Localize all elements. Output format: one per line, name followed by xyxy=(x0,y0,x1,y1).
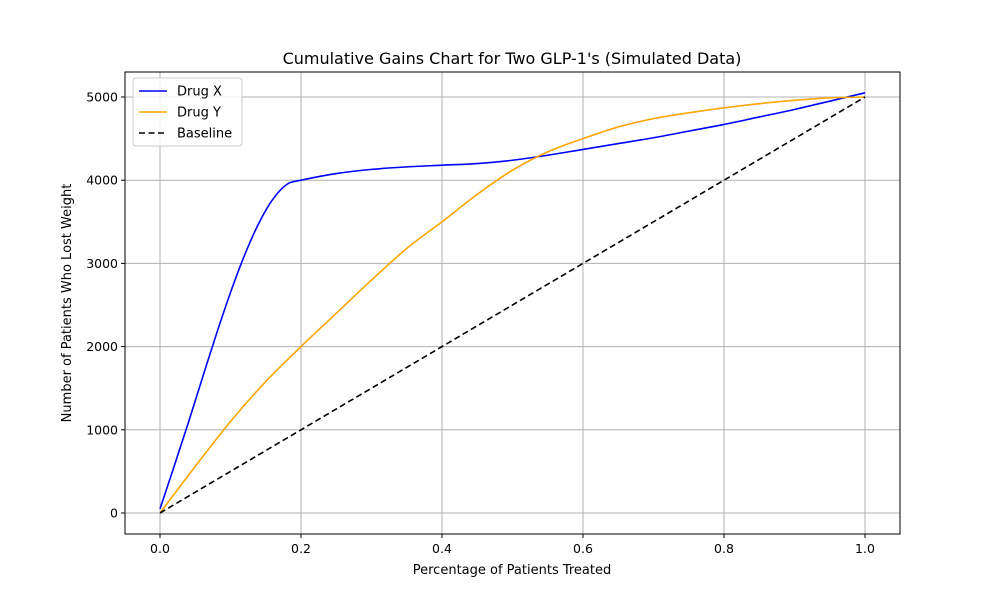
legend-label: Drug Y xyxy=(177,106,221,121)
y-tick-label: 2000 xyxy=(86,339,118,354)
y-tick-label: 1000 xyxy=(86,422,118,437)
plot-area xyxy=(159,92,866,514)
x-tick-label: 0.4 xyxy=(432,541,452,556)
x-tick-label: 0.2 xyxy=(291,541,311,556)
legend-label: Baseline xyxy=(177,127,232,142)
legend-box xyxy=(132,77,243,147)
y-axis-ticks: 0 1000 2000 3000 4000 5000 xyxy=(86,90,125,521)
y-axis-label: Number of Patients Who Lost Weight xyxy=(60,184,75,423)
chart-title: Cumulative Gains Chart for Two GLP-1's (… xyxy=(283,49,742,68)
legend-label: Drug X xyxy=(177,85,222,100)
y-tick-label: 3000 xyxy=(86,256,118,271)
x-tick-label: 1.0 xyxy=(855,541,875,556)
axes-frame xyxy=(124,71,901,535)
drug-x-line xyxy=(159,92,866,510)
y-tick-label: 4000 xyxy=(86,173,118,188)
drug-y-line xyxy=(159,96,866,514)
legend: Drug X Drug Y Baseline xyxy=(132,77,243,147)
x-tick-label: 0.6 xyxy=(573,541,593,556)
y-tick-label: 5000 xyxy=(86,90,118,105)
baseline-line xyxy=(159,96,866,514)
x-tick-label: 0.0 xyxy=(150,541,170,556)
x-axis-ticks: 0.0 0.2 0.4 0.6 0.8 1.0 xyxy=(150,534,875,556)
x-axis-label: Percentage of Patients Treated xyxy=(413,563,612,578)
grid-lines xyxy=(125,72,900,534)
x-tick-label: 0.8 xyxy=(714,541,734,556)
y-tick-label: 0 xyxy=(110,506,118,521)
